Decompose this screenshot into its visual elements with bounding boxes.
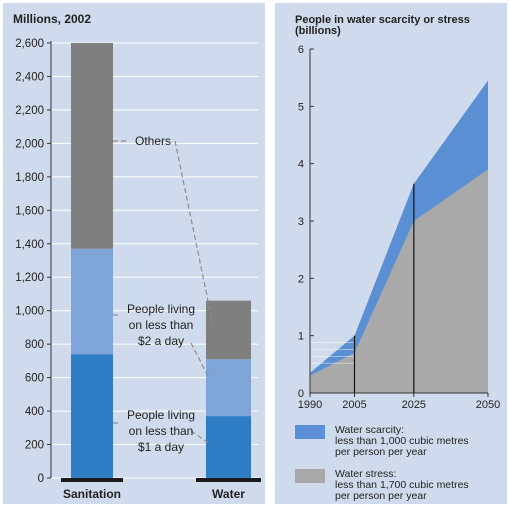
bar-segment <box>206 359 251 417</box>
y-tick-label: 1,400 <box>15 239 44 251</box>
category-label: Water <box>212 487 245 501</box>
leader-line <box>190 430 210 444</box>
chart-title: Millions, 2002 <box>13 12 91 26</box>
legend-label: less than 1,700 cubic metres <box>335 479 469 491</box>
y-tick-label: 5 <box>298 101 304 113</box>
y-tick-label: 1,000 <box>15 306 44 318</box>
leader-line <box>174 140 214 326</box>
annotation-one-dollar-line: on less than <box>129 424 194 438</box>
annotation-two-dollar-line: on less than <box>129 318 194 332</box>
y-tick-label: 600 <box>25 373 44 385</box>
annotation-two-dollar-line: $2 a day <box>138 334 184 348</box>
y-tick-label: 6 <box>298 44 304 56</box>
y-tick-label: 2,200 <box>15 105 44 117</box>
legend-swatch <box>295 425 325 439</box>
annotation-one-dollar-line: People living <box>127 408 195 422</box>
y-tick-label: 4 <box>298 159 304 171</box>
legend-label: Water stress: <box>335 468 396 480</box>
x-tick-label: 2025 <box>402 399 426 411</box>
annotation-one-dollar-line: $1 a day <box>138 440 184 454</box>
legend-swatch <box>295 469 325 483</box>
bar-segment <box>206 300 251 360</box>
leader-line <box>190 342 210 379</box>
water-scarcity-chart-panel: People in water scarcity or stress (billi… <box>275 3 507 504</box>
annotation-two-dollar-line: People living <box>127 302 195 316</box>
legend-label: less than 1,000 cubic metres <box>335 435 469 447</box>
bar-base <box>196 478 261 482</box>
x-tick-label: 2005 <box>342 399 366 411</box>
y-tick-label: 1,800 <box>15 172 44 184</box>
bar-segment <box>71 354 113 478</box>
y-tick-label: 0 <box>38 473 44 485</box>
y-tick-label: 400 <box>25 406 44 418</box>
y-tick-label: 2,000 <box>15 138 44 150</box>
legend-label: Water scarcity: <box>335 424 404 436</box>
x-tick-label: 1990 <box>298 399 322 411</box>
chart-title: (billions) <box>295 25 341 37</box>
y-tick-label: 2,600 <box>15 38 44 50</box>
bar-segment <box>71 248 113 355</box>
chart-title: People in water scarcity or stress <box>295 14 470 26</box>
y-tick-label: 200 <box>25 440 44 452</box>
y-tick-label: 800 <box>25 339 44 351</box>
x-tick-label: 2050 <box>476 399 500 411</box>
annotation-others: Others <box>135 134 171 148</box>
water-scarcity-chart: People in water scarcity or stress(billi… <box>295 14 500 502</box>
sanitation-water-chart: Millions, 2002 0 200 400 600 800 1,000 1,200 1,4… <box>13 12 261 501</box>
y-tick-label: 2 <box>298 273 304 285</box>
sanitation-water-chart-panel: Millions, 2002 0 200 400 600 800 1,000 1,200 1,4… <box>3 3 265 504</box>
y-tick-label: 2,400 <box>15 71 44 83</box>
y-tick-label: 1,200 <box>15 272 44 284</box>
y-tick-label: 3 <box>298 216 304 228</box>
y-tick-label: 1 <box>298 331 304 343</box>
bar-base <box>61 478 123 482</box>
legend-label: per person per year <box>335 490 427 502</box>
legend-label: per person per year <box>335 446 427 458</box>
stress-area <box>310 169 488 393</box>
category-label: Sanitation <box>63 487 121 501</box>
y-tick-label: 1,600 <box>15 205 44 217</box>
bar-segment <box>206 416 251 478</box>
bar-segment <box>71 43 113 249</box>
y-tick-label: 0 <box>298 388 304 400</box>
